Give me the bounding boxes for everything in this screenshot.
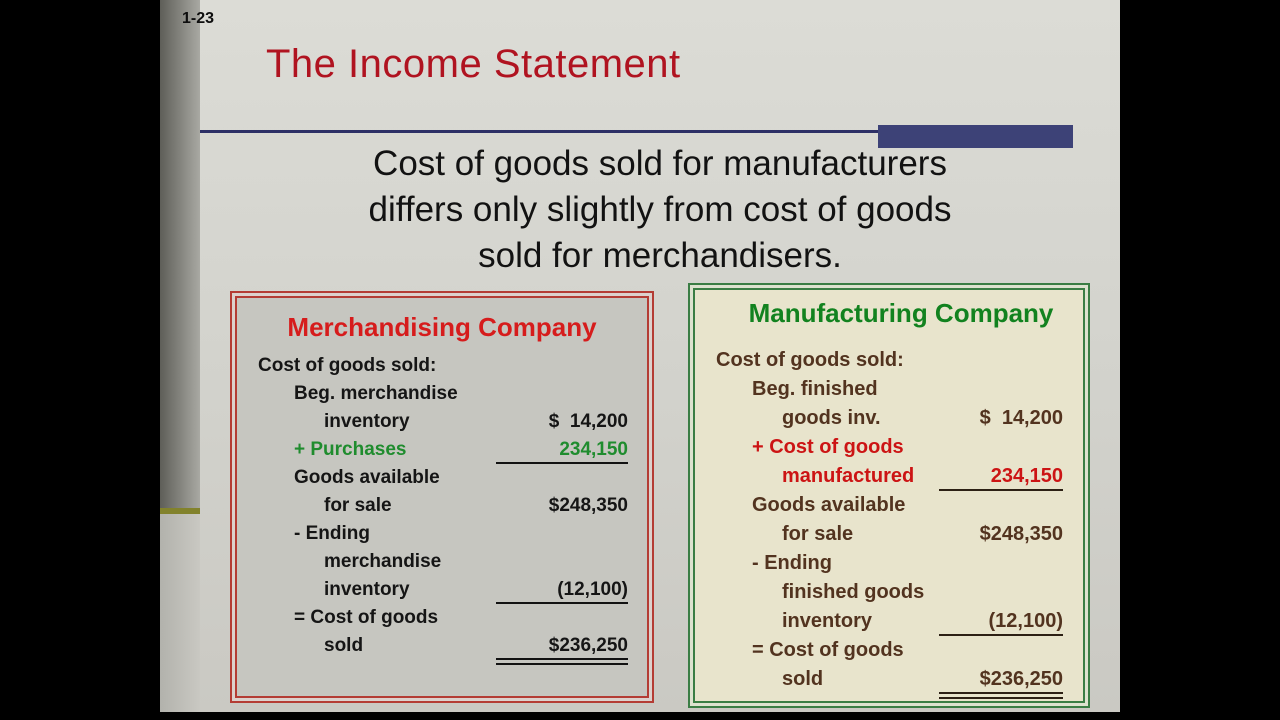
row-amount: $248,350 <box>979 523 1063 545</box>
slide-title: The Income Statement <box>266 42 681 86</box>
row-amount <box>939 365 1063 366</box>
row-amount: $ 14,200 <box>548 411 628 432</box>
row-label: merchandise <box>324 551 442 572</box>
slide: 1-23 The Income Statement Cost of goods … <box>160 0 1120 712</box>
statement-row: inventory (12,100) <box>696 610 1082 639</box>
row-amount <box>496 538 628 539</box>
row-amount <box>939 452 1063 453</box>
statement-row: sold $236,250 <box>696 668 1082 699</box>
row-label: = Cost of goods <box>294 607 439 628</box>
row-label: Goods available <box>752 494 906 516</box>
row-label: = Cost of goods <box>752 639 904 661</box>
row-amount <box>939 394 1063 395</box>
statement-row: finished goods <box>696 581 1082 610</box>
title-underline-rule <box>200 130 1073 133</box>
row-amount: 234,150 <box>939 465 1063 491</box>
row-label: finished goods <box>782 581 925 603</box>
row-amount <box>496 370 628 371</box>
statement-row: Beg. merchandise <box>238 383 646 411</box>
statement-row: Cost of goods sold: <box>238 355 646 383</box>
row-amount <box>939 510 1063 511</box>
statement-row: goods inv. $ 14,200 <box>696 407 1082 436</box>
sidebar-strip-lower <box>160 514 200 712</box>
lead-line-2: differs only slightly from cost of goods <box>368 190 952 229</box>
row-label: Cost of goods sold: <box>258 355 437 376</box>
manufacturing-box-title: Manufacturing Company <box>748 298 1054 328</box>
statement-row: Goods available <box>238 467 646 495</box>
row-amount: (12,100) <box>939 610 1063 636</box>
row-amount <box>939 655 1063 656</box>
row-amount <box>496 566 628 567</box>
statement-row: inventory $ 14,200 <box>238 411 646 439</box>
row-label: goods inv. <box>782 407 881 429</box>
statement-row: - Ending <box>696 552 1082 581</box>
statement-row: manufactured 234,150 <box>696 465 1082 494</box>
statement-row: for sale $248,350 <box>696 523 1082 552</box>
statement-row: for sale $248,350 <box>238 495 646 523</box>
olive-accent-bar <box>160 508 200 514</box>
row-label: Goods available <box>294 467 440 488</box>
slide-page-number: 1-23 <box>182 10 215 27</box>
statement-row: sold $236,250 <box>238 635 646 665</box>
row-label: Beg. finished <box>752 378 878 400</box>
row-amount: (12,100) <box>496 579 628 604</box>
sidebar-accent-strip <box>160 0 200 508</box>
navy-accent-bar <box>878 125 1073 148</box>
row-label: inventory <box>324 579 410 600</box>
row-label: for sale <box>782 523 854 545</box>
row-amount: 234,150 <box>496 439 628 464</box>
row-label: inventory <box>782 610 873 632</box>
row-amount: $ 14,200 <box>979 407 1063 429</box>
row-label: Beg. merchandise <box>294 383 458 404</box>
merchandising-statement-rows: Cost of goods sold: Beg. merchandise inv… <box>238 355 646 665</box>
statement-row: + Cost of goods <box>696 436 1082 465</box>
row-label: inventory <box>324 411 410 432</box>
statement-row: inventory (12,100) <box>238 579 646 607</box>
manufacturing-company-box: Manufacturing Company Cost of goods sold… <box>688 283 1090 708</box>
row-amount: $236,250 <box>496 635 628 665</box>
merchandising-box-title: Merchandising Company <box>287 312 597 342</box>
row-amount <box>496 622 628 623</box>
statement-row: Goods available <box>696 494 1082 523</box>
lead-line-3: sold for merchandisers. <box>478 236 842 275</box>
statement-row: Cost of goods sold: <box>696 349 1082 378</box>
merchandising-company-box: Merchandising Company Cost of goods sold… <box>230 291 654 703</box>
manufacturing-statement-rows: Cost of goods sold: Beg. finished goods … <box>696 349 1082 699</box>
row-label: Cost of goods sold: <box>716 349 904 371</box>
row-label: manufactured <box>782 465 915 487</box>
statement-row: merchandise <box>238 551 646 579</box>
row-label: + Purchases <box>294 439 407 460</box>
row-label: - Ending <box>752 552 832 574</box>
lead-paragraph: Cost of goods sold for manufacturers dif… <box>220 141 1100 279</box>
row-label: - Ending <box>294 523 370 544</box>
lead-line-1: Cost of goods sold for manufacturers <box>373 144 947 183</box>
row-label: + Cost of goods <box>752 436 904 458</box>
statement-row: + Purchases 234,150 <box>238 439 646 467</box>
row-label: for sale <box>324 495 392 516</box>
row-amount <box>496 398 628 399</box>
statement-row: = Cost of goods <box>238 607 646 635</box>
statement-row: = Cost of goods <box>696 639 1082 668</box>
statement-row: - Ending <box>238 523 646 551</box>
row-amount: $236,250 <box>939 668 1063 699</box>
row-label: sold <box>782 668 824 690</box>
row-label: sold <box>324 635 364 656</box>
statement-row: Beg. finished <box>696 378 1082 407</box>
row-amount: $248,350 <box>548 495 628 516</box>
row-amount <box>939 568 1063 569</box>
row-amount <box>939 597 1063 598</box>
row-amount <box>496 482 628 483</box>
